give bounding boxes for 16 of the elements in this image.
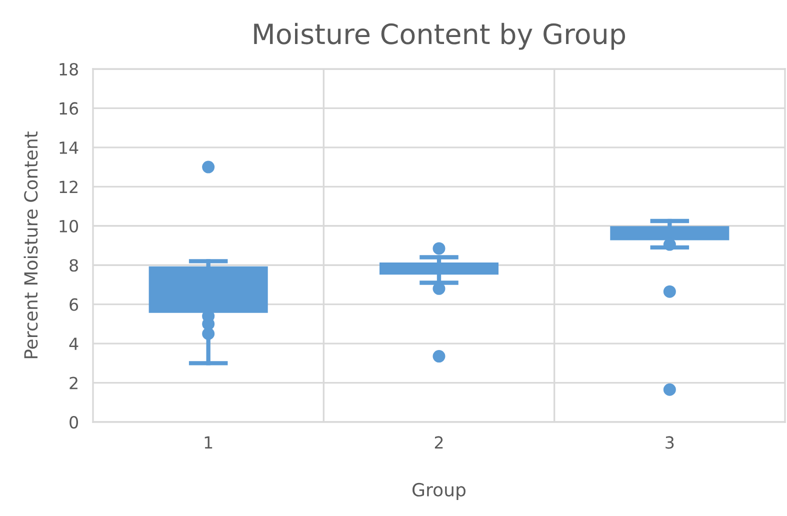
y-tick-label: 18	[60, 62, 78, 76]
y-tick-label: 8	[70, 259, 78, 272]
y-tick-label: 2	[70, 376, 78, 390]
x-tick-label: 2	[434, 436, 443, 449]
y-axis-title: Percent Moisture Content	[24, 131, 38, 358]
y-tick-label: 4	[69, 338, 78, 350]
chart-title: Moisture Content by Group	[254, 22, 626, 50]
x-tick-label: 3	[666, 436, 674, 449]
x-tick-label: 1	[204, 436, 212, 449]
y-tick-label: 6	[70, 298, 78, 311]
y-tick-label: 14	[60, 142, 78, 154]
x-axis-title: Group	[412, 482, 466, 500]
y-tick-label: 12	[60, 180, 78, 193]
y-tick-label: 0	[70, 416, 78, 429]
y-tick-label: 10	[60, 220, 78, 232]
y-tick-label: 16	[60, 102, 78, 115]
